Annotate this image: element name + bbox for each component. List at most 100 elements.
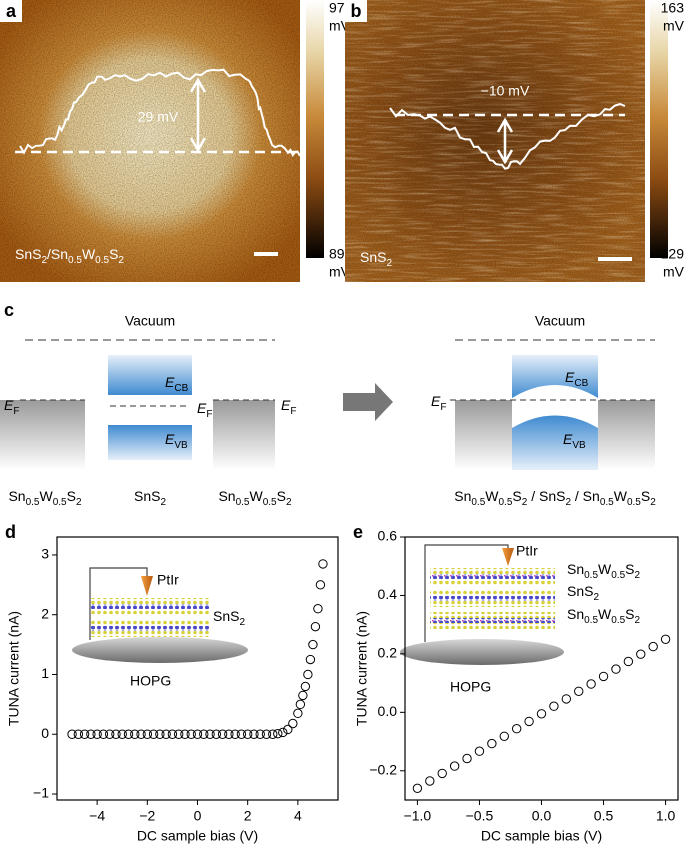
panel-label: d [5,522,16,542]
data-point [155,729,165,739]
y-tick-label: 0.4 [378,586,398,602]
plot-frame [56,536,339,801]
data-point [98,729,109,739]
data-point [278,727,288,738]
data-point [288,718,298,729]
x-tick-label: 1.0 [656,808,676,824]
layer-label: Sn0.5W0.5S2 [567,561,641,581]
tip-label: PtIr [157,572,179,588]
wire [424,544,509,642]
data-point [79,729,90,739]
annotation: −10 mV [481,83,530,99]
scale-bar [254,252,278,256]
formula-text: W [485,488,499,504]
data-point [148,729,159,739]
data-point [561,694,572,704]
data-point [449,761,460,771]
formula-text: / SnS [527,488,565,504]
data-point [123,729,134,739]
formula-text: S [67,488,76,504]
atom-layer [90,626,210,631]
inset-d [72,567,248,663]
layer-label: SnS2 [213,608,245,628]
arrow [189,77,207,153]
formula-text: E [165,374,175,390]
formula-text: Sn [8,488,25,504]
formula-text: E [165,431,175,447]
valence-band [108,425,192,460]
atom-layer [90,598,210,604]
profile-line [389,103,626,170]
data-point [313,604,323,614]
subscript: 0.5 [471,497,485,508]
data-point [437,768,447,779]
subscript: 0.5 [53,497,67,508]
hopg-disk [400,639,564,665]
profile-line [19,68,301,158]
data-point [636,649,646,659]
scale-bar [598,257,632,261]
subscript: 2 [41,255,47,266]
data-point [298,690,308,701]
colorbar-min: 129 [661,246,685,262]
data-point [167,729,178,739]
y-tick-label: 3 [41,546,49,562]
data-point [412,783,423,794]
formula-text: / Sn [571,488,600,504]
x-axis-label: DC sample bias (V) [481,828,602,844]
data-point [536,709,547,719]
data-point [611,664,621,674]
atom-layer [430,568,555,574]
conduction-band [512,355,598,398]
substrate-label: HOPG [450,679,491,695]
data-point [574,686,584,696]
formula-text: W [40,488,54,504]
afm-tip [502,548,514,566]
subscript: 2 [76,497,82,508]
x-tick-label: 4 [294,808,302,824]
data-point [249,729,259,739]
x-axis-label: DC sample bias (V) [137,828,258,844]
subscript: 2 [593,592,599,603]
data-point [236,729,247,739]
subscript: 2 [160,497,166,508]
atom-layer [90,604,210,609]
layer-label: SnS2 [567,583,599,603]
subscript: 2 [118,255,124,266]
panel-b: b −10 mV SnS2 163 mV 129 mV [345,0,685,282]
inset-e [400,544,564,665]
x-tick-label: 0.5 [594,808,614,824]
data-point [318,559,328,569]
subscript: 0.5 [611,615,625,626]
arrow [496,117,514,165]
colorbar-unit: mV [663,18,685,34]
atom-layer [430,579,555,585]
formula-text: E [565,369,575,385]
data-point [462,753,472,764]
subscript: CB [174,383,188,394]
data-point [308,639,318,650]
data-point [549,701,559,711]
subscript: 0.5 [236,497,250,508]
data-point [130,729,140,739]
data-point [86,729,96,739]
material-label: Sn0.5W0.5S2 [8,488,82,508]
subscript: 2 [565,497,571,508]
panel-label: b [351,1,362,21]
data-point [315,580,326,590]
material-label: Sn0.5W0.5S2 / SnS2 / Sn0.5W0.5S2 [454,488,656,508]
metal-block [598,400,655,470]
formula-text: E [563,431,573,447]
data-point [623,656,634,667]
fermi-label: EF [4,397,19,417]
vacuum-label: Vacuum [535,313,585,329]
atom-layer [430,623,555,629]
formula-text: S [641,488,650,504]
colorbar [306,0,324,258]
formula-text: E [197,400,207,416]
subscript: 0.5 [611,570,625,581]
data-point [92,729,102,739]
atom-layer [430,590,555,596]
data-point [303,669,313,680]
data-point [230,729,240,739]
